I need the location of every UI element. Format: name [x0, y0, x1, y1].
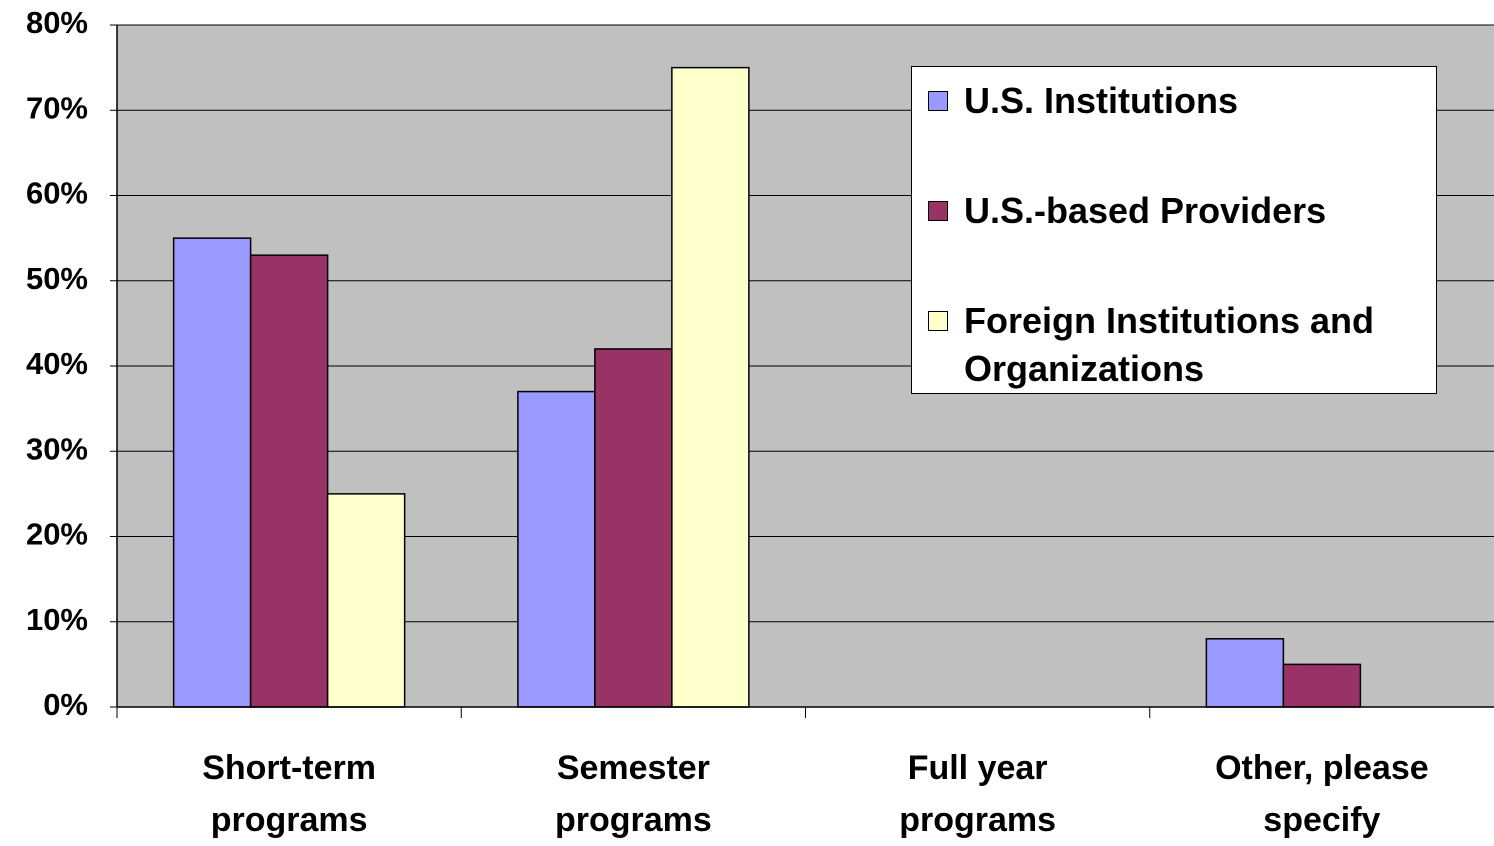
x-tick-label: Full year programs — [899, 749, 1057, 839]
y-tick-label: 60% — [26, 176, 88, 211]
bar — [326, 493, 406, 708]
y-tick-label: 40% — [26, 346, 88, 381]
legend-label: U.S.-based Providers — [964, 190, 1327, 231]
x-tick-label: Short-term programs — [202, 749, 377, 839]
bar — [1205, 638, 1285, 708]
bar — [594, 348, 673, 708]
bar — [517, 390, 596, 708]
y-tick-label: 20% — [26, 517, 88, 552]
bar — [671, 66, 750, 708]
bar — [172, 237, 252, 708]
y-tick-label: 0% — [43, 687, 88, 722]
legend-entry: U.S. Institutions — [928, 77, 1428, 125]
x-tick-label: Semester programs — [554, 749, 712, 839]
legend-swatch — [928, 311, 948, 331]
legend: U.S. Institutions U.S.-based Providers For… — [911, 66, 1437, 394]
y-tick-label: 10% — [26, 602, 88, 637]
y-tick-label: 50% — [26, 261, 88, 296]
legend-label: Foreign Institutions and Organizations — [964, 300, 1374, 389]
x-tick-label: Other, please specify — [1215, 749, 1429, 839]
legend-entry: Foreign Institutions and Organizations — [928, 297, 1428, 393]
bar — [1282, 663, 1362, 708]
y-tick-label: 70% — [26, 90, 88, 125]
legend-label: U.S. Institutions — [964, 80, 1238, 121]
y-tick-label: 80% — [26, 5, 88, 40]
legend-entry: U.S.-based Providers — [928, 187, 1428, 235]
y-tick-label: 30% — [26, 431, 88, 466]
legend-swatch — [928, 91, 948, 111]
bar — [249, 254, 329, 708]
legend-swatch — [928, 201, 948, 221]
